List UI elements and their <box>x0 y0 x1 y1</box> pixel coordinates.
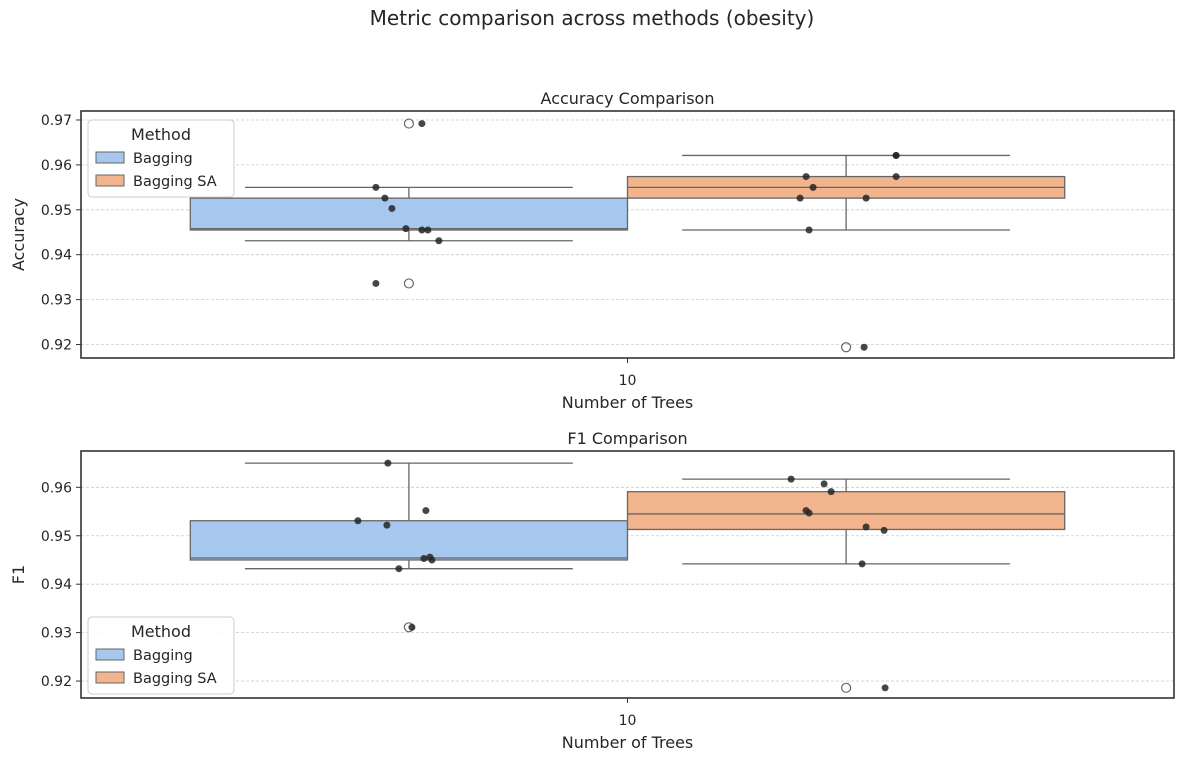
legend: Method Bagging Bagging SA <box>87 119 235 198</box>
data-point <box>892 173 900 181</box>
y-axis-label: F1 <box>9 565 28 584</box>
y-axis-label: Accuracy <box>9 198 28 271</box>
box-bagging <box>189 520 629 561</box>
box-bagging <box>189 197 629 231</box>
legend-swatch-bagging <box>95 151 125 164</box>
x-axis-label: Number of Trees <box>562 733 694 752</box>
legend-label: Bagging SA <box>133 174 217 190</box>
plot-title: Accuracy Comparison <box>541 89 715 108</box>
y-tick-label: 0.93 <box>41 626 72 642</box>
data-point <box>435 237 443 245</box>
outlier-point <box>840 682 852 693</box>
legend-label: Bagging <box>133 151 193 167</box>
data-point <box>892 151 900 159</box>
legend-label: Bagging <box>133 648 193 664</box>
plot-frame <box>80 110 1175 359</box>
data-point <box>372 183 380 191</box>
y-tick-label: 0.94 <box>41 577 72 593</box>
y-tick-label: 0.93 <box>41 293 72 309</box>
x-tick-label: 10 <box>619 373 637 389</box>
outlier-point <box>403 278 414 289</box>
data-point <box>395 565 403 573</box>
plot-title: F1 Comparison <box>567 429 687 448</box>
data-point <box>802 173 810 181</box>
y-tick-label: 0.96 <box>41 158 72 174</box>
data-point <box>372 279 380 287</box>
data-point <box>862 523 870 531</box>
data-point <box>418 226 426 234</box>
data-point <box>805 509 813 517</box>
data-point <box>408 623 416 631</box>
data-point <box>381 194 389 202</box>
legend: Method Bagging Bagging SA <box>87 616 235 695</box>
y-tick-label: 0.96 <box>41 480 72 496</box>
data-point <box>388 204 396 212</box>
data-point <box>418 120 426 128</box>
data-point <box>787 475 795 483</box>
y-tick-label: 0.92 <box>41 674 72 690</box>
outlier-point <box>403 118 414 129</box>
legend-swatch-bagging <box>95 648 125 661</box>
data-point <box>805 226 813 234</box>
y-tick-label: 0.94 <box>41 248 72 264</box>
legend-swatch-bagging-sa <box>95 671 125 684</box>
data-point <box>383 521 391 529</box>
y-tick-label: 0.97 <box>41 113 72 129</box>
data-point <box>862 194 870 202</box>
x-axis-label: Number of Trees <box>562 393 694 412</box>
data-point <box>796 194 804 202</box>
data-point <box>881 684 889 692</box>
outlier-point <box>840 342 852 353</box>
data-point <box>402 225 410 233</box>
legend-title: Method <box>131 125 191 144</box>
data-point <box>384 459 392 467</box>
legend-title: Method <box>131 622 191 641</box>
data-point <box>420 555 428 563</box>
y-tick-label: 0.95 <box>41 203 72 219</box>
data-point <box>354 517 362 525</box>
y-tick-label: 0.92 <box>41 338 72 354</box>
plot-frame <box>80 450 1175 699</box>
f1-plot: F1 Comparison 0.92 0.93 0.94 0.95 0.96 10 Numbe… <box>9 429 1175 752</box>
x-tick-label: 10 <box>619 713 637 729</box>
figure-title: Metric comparison across methods (obesit… <box>370 6 815 30</box>
data-point <box>428 556 436 564</box>
y-tick-label: 0.95 <box>41 529 72 545</box>
data-point <box>880 526 888 534</box>
data-point <box>860 343 868 351</box>
data-point <box>858 560 866 568</box>
data-point <box>424 226 432 234</box>
legend-label: Bagging SA <box>133 671 217 687</box>
data-point <box>809 183 817 191</box>
legend-swatch-bagging-sa <box>95 174 125 187</box>
data-point <box>422 507 430 515</box>
box-bagging-sa <box>626 491 1066 531</box>
accuracy-plot: Accuracy Comparison 0.92 0.93 0.94 0.95 0.96 0… <box>9 89 1175 412</box>
data-point <box>827 488 835 496</box>
data-point <box>820 480 828 488</box>
